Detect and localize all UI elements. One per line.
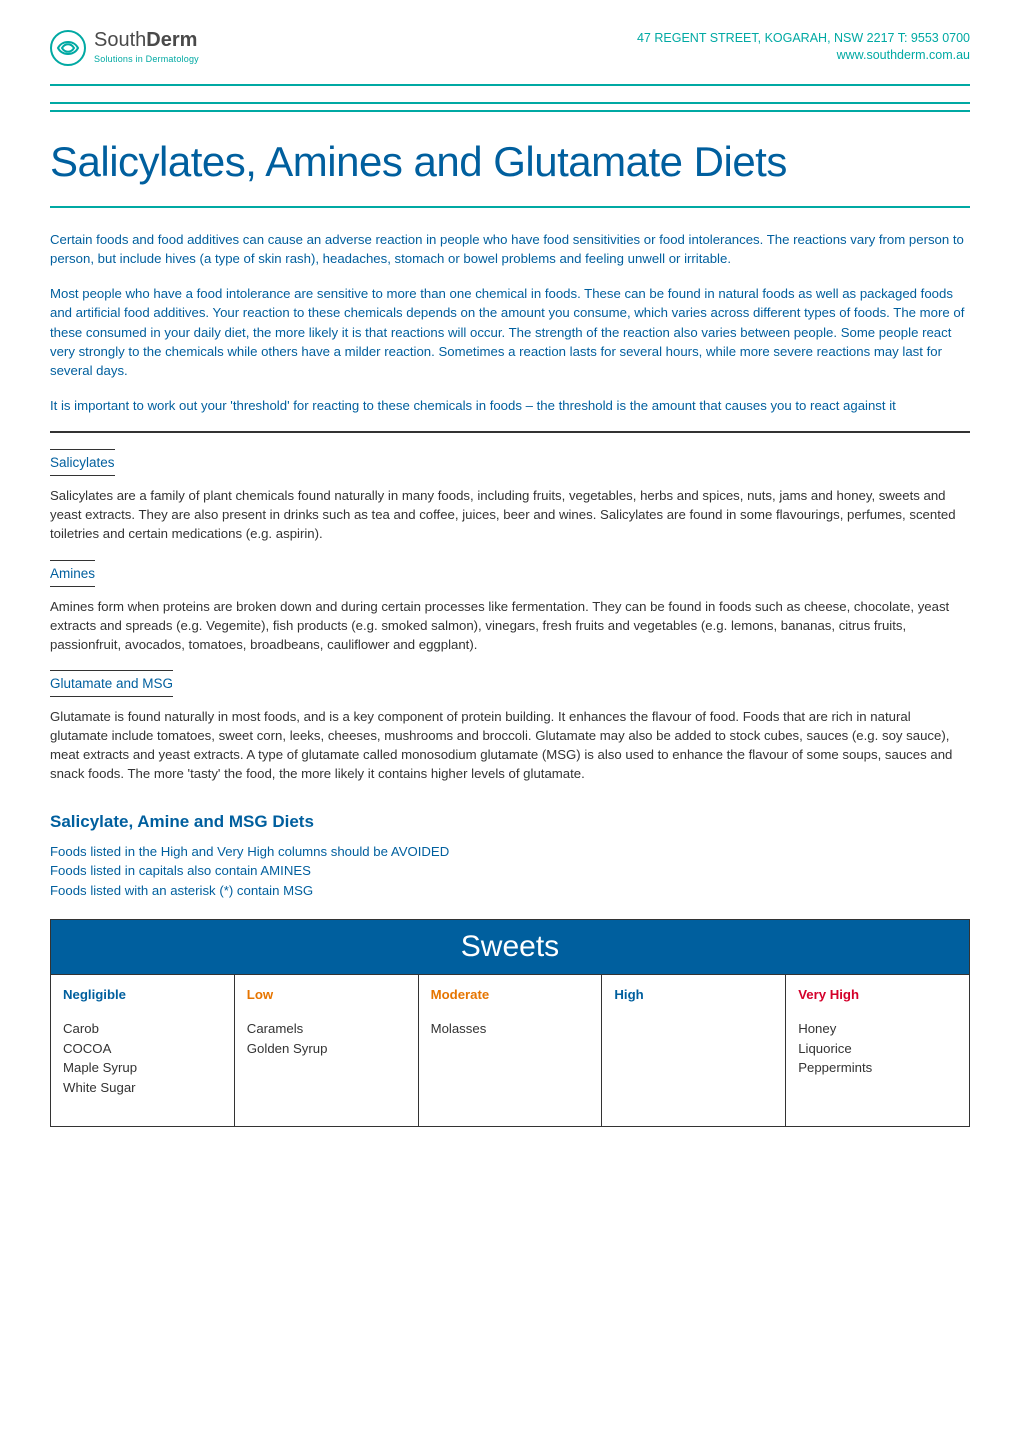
- page-title: Salicylates, Amines and Glutamate Diets: [50, 110, 970, 208]
- col-low: Low Caramels Golden Syrup: [234, 974, 418, 1126]
- logo-mark-icon: [50, 30, 86, 66]
- col-very-high: Very High Honey Liquorice Peppermints: [786, 974, 970, 1126]
- section-label: Salicylates: [50, 449, 115, 476]
- contact-url: www.southderm.com.au: [637, 47, 970, 64]
- section-body: Amines form when proteins are broken dow…: [50, 597, 970, 654]
- col-head: High: [614, 985, 773, 1005]
- intro-para: Most people who have a food intolerance …: [50, 284, 970, 380]
- header-spacer: [50, 86, 970, 104]
- food-item: Carob: [63, 1019, 222, 1039]
- intro-para: Certain foods and food additives can cau…: [50, 230, 970, 268]
- intro-para: It is important to work out your 'thresh…: [50, 396, 970, 415]
- section-label: Amines: [50, 560, 95, 587]
- food-item: Peppermints: [798, 1058, 957, 1078]
- legend-block: Foods listed in the High and Very High c…: [50, 842, 970, 901]
- section-label: Glutamate and MSG: [50, 670, 173, 697]
- contact-block: 47 REGENT STREET, KOGARAH, NSW 2217 T: 9…: [637, 30, 970, 64]
- logo-brand-bold: Derm: [146, 29, 197, 51]
- col-moderate: Moderate Molasses: [418, 974, 602, 1126]
- section-salicylates: Salicylates Salicylates are a family of …: [50, 449, 970, 543]
- logo-brand-light: South: [94, 29, 146, 51]
- food-item: Molasses: [431, 1019, 590, 1039]
- food-item: Liquorice: [798, 1039, 957, 1059]
- legend-line: Foods listed with an asterisk (*) contai…: [50, 881, 970, 901]
- col-head: Very High: [798, 985, 957, 1005]
- contact-address: 47 REGENT STREET, KOGARAH, NSW 2217 T: 9…: [637, 30, 970, 47]
- food-item: COCOA: [63, 1039, 222, 1059]
- food-item: White Sugar: [63, 1078, 222, 1098]
- table-title: Sweets: [51, 919, 970, 974]
- legend-line: Foods listed in capitals also contain AM…: [50, 861, 970, 881]
- logo-tagline: Solutions in Dermatology: [94, 54, 199, 64]
- food-item: Caramels: [247, 1019, 406, 1039]
- header: SouthDerm Solutions in Dermatology 47 RE…: [50, 30, 970, 86]
- logo-text: SouthDerm Solutions in Dermatology: [94, 30, 199, 66]
- col-head: Moderate: [431, 985, 590, 1005]
- section-glutamate: Glutamate and MSG Glutamate is found nat…: [50, 670, 970, 784]
- food-item: Honey: [798, 1019, 957, 1039]
- diets-heading: Salicylate, Amine and MSG Diets: [50, 812, 970, 832]
- col-high: High: [602, 974, 786, 1126]
- legend-line: Foods listed in the High and Very High c…: [50, 842, 970, 862]
- sweets-table: Sweets Negligible Carob COCOA Maple Syru…: [50, 919, 970, 1127]
- intro-block: Certain foods and food additives can cau…: [50, 208, 970, 433]
- col-head: Negligible: [63, 985, 222, 1005]
- col-negligible: Negligible Carob COCOA Maple Syrup White…: [51, 974, 235, 1126]
- food-item: Maple Syrup: [63, 1058, 222, 1078]
- section-body: Glutamate is found naturally in most foo…: [50, 707, 970, 784]
- logo-brand: SouthDerm: [94, 29, 197, 51]
- section-body: Salicylates are a family of plant chemic…: [50, 486, 970, 543]
- col-head: Low: [247, 985, 406, 1005]
- section-amines: Amines Amines form when proteins are bro…: [50, 560, 970, 654]
- food-item: Golden Syrup: [247, 1039, 406, 1059]
- logo: SouthDerm Solutions in Dermatology: [50, 30, 199, 66]
